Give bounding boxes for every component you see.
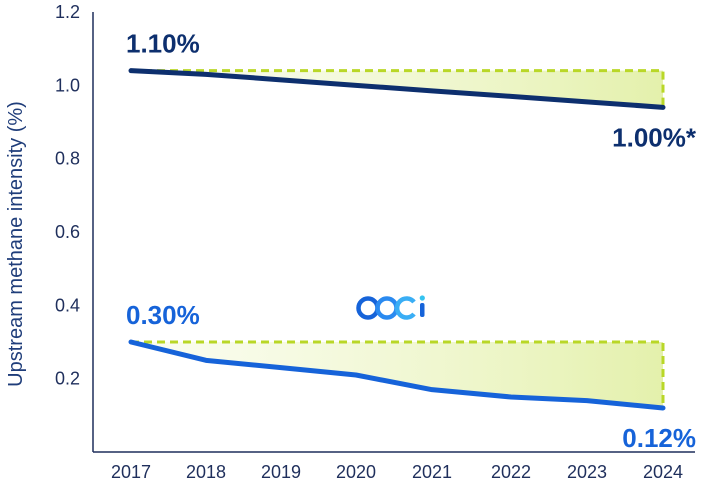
- x-tick-label: 2023: [567, 462, 607, 482]
- logo-bar: [420, 303, 425, 317]
- logo-ring-3: [394, 296, 416, 320]
- series-line: [128, 339, 666, 411]
- y-tick-label: 0.6: [55, 222, 80, 242]
- logo-ring-2: [375, 296, 399, 320]
- ogci-logo: [356, 295, 425, 320]
- y-tick-label: 1.0: [55, 75, 80, 95]
- x-tick-label: 2022: [491, 462, 531, 482]
- reduction-band-outline: [131, 340, 665, 408]
- x-tick-label: 2018: [186, 462, 226, 482]
- series-end-label: 1.00%*: [612, 122, 697, 152]
- logo-dot: [419, 295, 425, 301]
- series-start-label: 0.30%: [126, 300, 200, 330]
- y-tick-label: 0.2: [55, 369, 80, 389]
- x-tick-label: 2020: [336, 462, 376, 482]
- series-end-label: 0.12%: [622, 423, 696, 453]
- y-axis-label: Upstream methane intensity (%): [5, 101, 27, 387]
- y-tick-label: 0.4: [55, 295, 80, 315]
- series-line: [128, 68, 666, 110]
- x-tick-label: 2021: [412, 462, 452, 482]
- series-start-label: 1.10%: [126, 29, 200, 59]
- y-tick-label: 0.8: [55, 149, 80, 169]
- x-tick-label: 2024: [643, 462, 683, 482]
- x-tick-label: 2017: [111, 462, 151, 482]
- logo-ring-1: [356, 296, 380, 320]
- y-tick-label: 1.2: [55, 2, 80, 22]
- reduction-band: [131, 70, 663, 108]
- reduction-band: [131, 342, 663, 408]
- x-tick-label: 2019: [261, 462, 301, 482]
